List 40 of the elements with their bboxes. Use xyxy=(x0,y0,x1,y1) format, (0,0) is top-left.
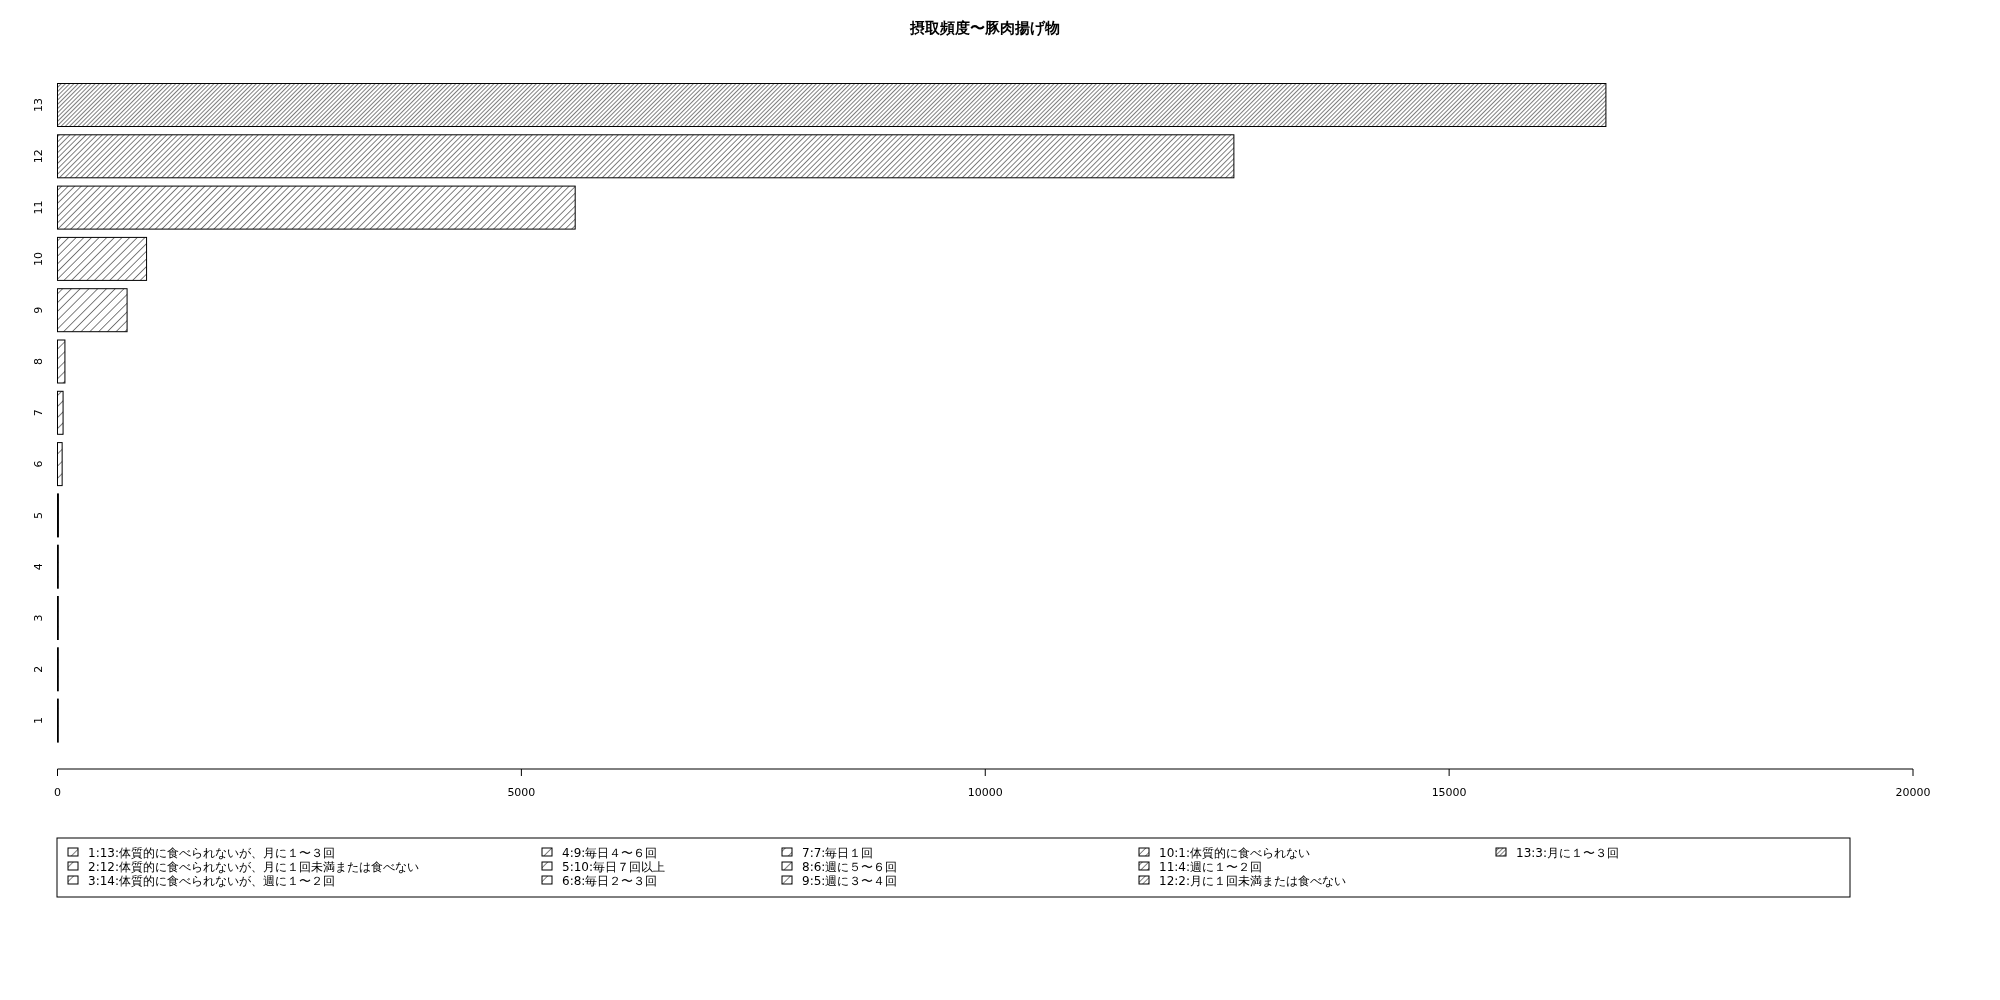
x-tick-label: 10000 xyxy=(967,786,1003,799)
x-tick-label: 5000 xyxy=(507,786,536,799)
y-tick-label: 13 xyxy=(32,98,45,112)
y-tick-label: 5 xyxy=(32,511,45,519)
text: 4:9:毎日４〜６回 xyxy=(562,846,658,860)
bar xyxy=(57,134,1235,179)
bar xyxy=(57,442,63,487)
y-tick-label: 1 xyxy=(32,717,45,725)
x-tick-label: 20000 xyxy=(1895,786,1931,799)
y-tick-label: 10 xyxy=(32,251,45,266)
y-tick-label: 8 xyxy=(32,358,45,365)
bar xyxy=(57,236,148,281)
bar xyxy=(57,185,576,230)
y-tick-label: 4 xyxy=(32,563,45,571)
text: 12:2:月に１回未満または食べない xyxy=(1159,874,1346,888)
text: 11:4:週に１〜２回 xyxy=(1159,860,1262,874)
text: 1:13:体質的に食べられないが、月に１〜３回 xyxy=(88,846,335,860)
bar xyxy=(57,339,66,384)
text: 10:1:体質的に食べられない xyxy=(1159,846,1310,860)
bar xyxy=(57,288,128,333)
y-tick-label: 2 xyxy=(32,665,45,673)
y-tick-label: 9 xyxy=(32,306,45,314)
y-tick-label: 3 xyxy=(32,614,45,622)
text: 7:7:毎日１回 xyxy=(802,846,874,860)
text: 3:14:体質的に食べられないが、週に１〜２回 xyxy=(88,874,335,888)
y-tick-label: 12 xyxy=(32,149,45,164)
x-tick-label: 0 xyxy=(54,786,61,799)
text: 8:6:週に５〜６回 xyxy=(802,860,898,874)
y-tick-label: 7 xyxy=(32,409,45,417)
y-tick-label: 6 xyxy=(32,460,45,468)
text: 6:8:毎日２〜３回 xyxy=(562,874,658,888)
bar xyxy=(57,83,1607,127)
chart-title: 摂取頻度〜豚肉揚げ物 xyxy=(909,19,1060,37)
x-tick-label: 15000 xyxy=(1431,786,1467,799)
text: 9:5:週に３〜４回 xyxy=(802,874,898,888)
text: 5:10:毎日７回以上 xyxy=(562,860,665,874)
y-tick-label: 11 xyxy=(32,200,45,215)
text: 13:3:月に１〜３回 xyxy=(1516,846,1619,860)
bar xyxy=(57,390,64,435)
text: 2:12:体質的に食べられないが、月に１回未満または食べない xyxy=(88,860,419,874)
